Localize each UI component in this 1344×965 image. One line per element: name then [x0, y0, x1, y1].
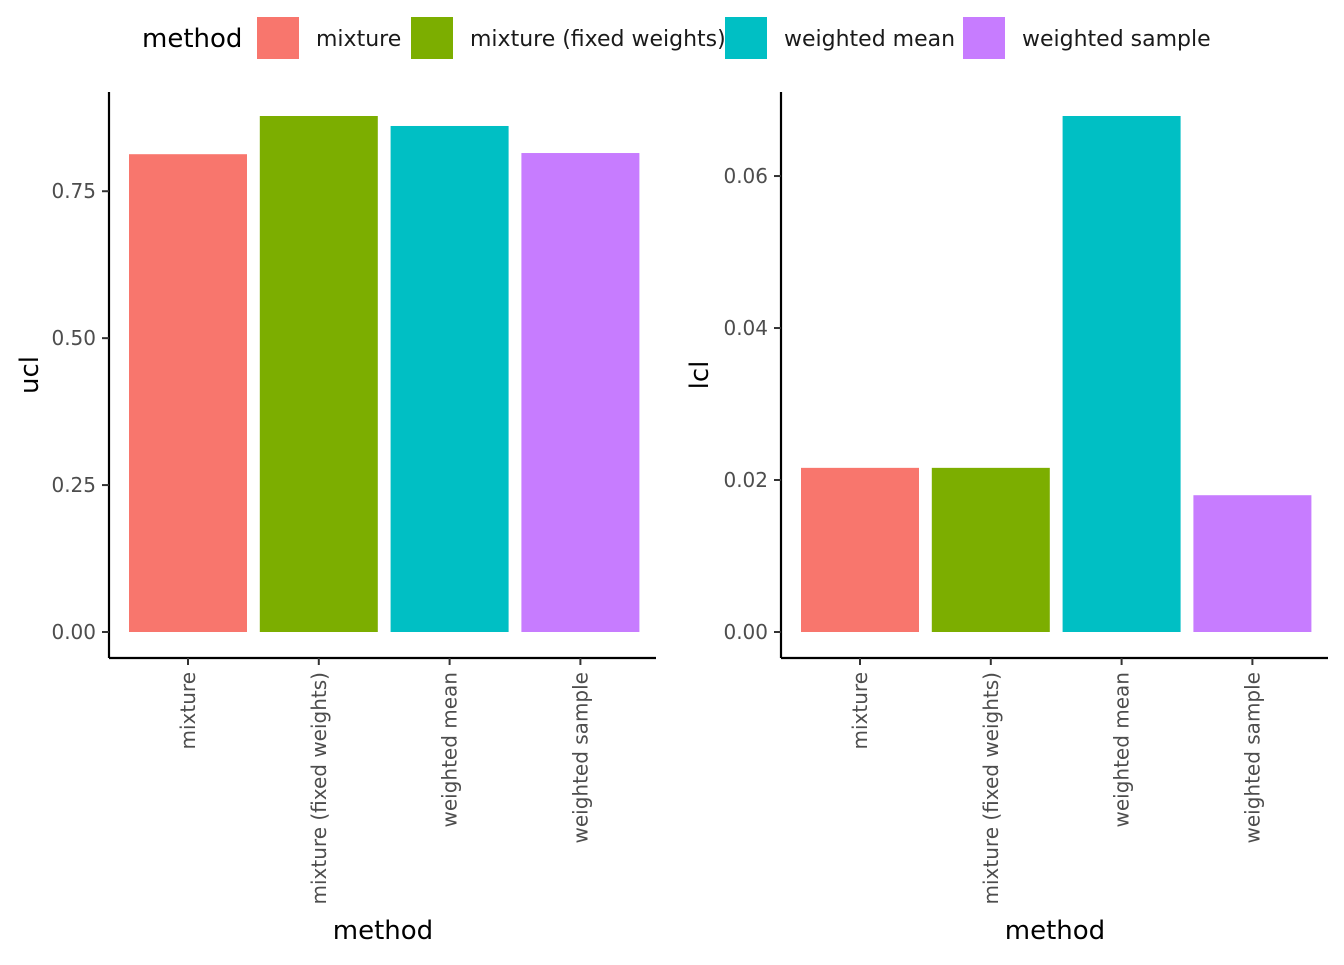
y-tick-label: 0.02 — [723, 468, 768, 492]
legend-item-weighted-sample: weighted sample — [963, 17, 1211, 59]
legend-key-mixture-fixed-weights — [411, 17, 453, 59]
chart-panel-ucl: 0.00 0.25 0.50 0.75 mixture mixture (fixed we… — [15, 92, 656, 946]
legend-item-mixture-fixed-weights: mixture (fixed weights) — [411, 17, 726, 59]
y-tick-label: 0.00 — [723, 620, 768, 644]
bar-mixture — [801, 467, 919, 632]
legend: method mixture mixture (fixed weights) wei… — [142, 17, 1211, 59]
bar-weighted-mean — [1062, 116, 1181, 632]
bar-mixture-fixed-weights — [259, 116, 378, 632]
x-tick-label-weighted-sample: weighted sample — [568, 672, 592, 844]
y-tick-label: 0.75 — [51, 179, 96, 203]
y-tick-label: 0.25 — [51, 473, 96, 497]
x-tick-label-mixture-fixed-weights: mixture (fixed weights) — [979, 672, 1003, 904]
bar-weighted-sample — [521, 153, 640, 632]
chart-panel-lcl: 0.00 0.02 0.04 0.06 mixture mixture (fixed we… — [685, 92, 1328, 946]
y-tick-label: 0.04 — [723, 316, 768, 340]
x-tick-label-weighted-sample: weighted sample — [1240, 672, 1264, 844]
y-axis-title: ucl — [15, 356, 45, 394]
x-tick-label-mixture-fixed-weights: mixture (fixed weights) — [307, 672, 331, 904]
legend-key-mixture — [257, 17, 299, 59]
legend-item-mixture: mixture — [257, 17, 401, 59]
legend-title: method — [142, 24, 242, 54]
legend-label: mixture — [316, 27, 401, 52]
legend-item-weighted-mean: weighted mean — [725, 17, 955, 59]
legend-key-weighted-mean — [725, 17, 767, 59]
y-tick-label: 0.00 — [51, 620, 96, 644]
bar-weighted-sample — [1193, 495, 1312, 632]
x-tick-label-mixture: mixture — [848, 672, 872, 749]
y-axis-title: lcl — [685, 361, 715, 390]
x-tick-label-weighted-mean: weighted mean — [438, 672, 462, 828]
bar-mixture-fixed-weights — [931, 467, 1050, 632]
legend-label: weighted mean — [784, 27, 955, 52]
legend-label: weighted sample — [1022, 27, 1211, 52]
x-tick-label-mixture: mixture — [176, 672, 200, 749]
x-tick-label-weighted-mean: weighted mean — [1110, 672, 1134, 828]
x-axis-title: method — [1005, 916, 1105, 946]
bar-weighted-mean — [390, 125, 509, 632]
legend-label: mixture (fixed weights) — [470, 27, 726, 52]
y-tick-label: 0.06 — [723, 164, 768, 188]
y-tick-label: 0.50 — [51, 326, 96, 350]
legend-key-weighted-sample — [963, 17, 1005, 59]
bar-mixture — [129, 154, 247, 633]
x-axis-title: method — [333, 916, 433, 946]
